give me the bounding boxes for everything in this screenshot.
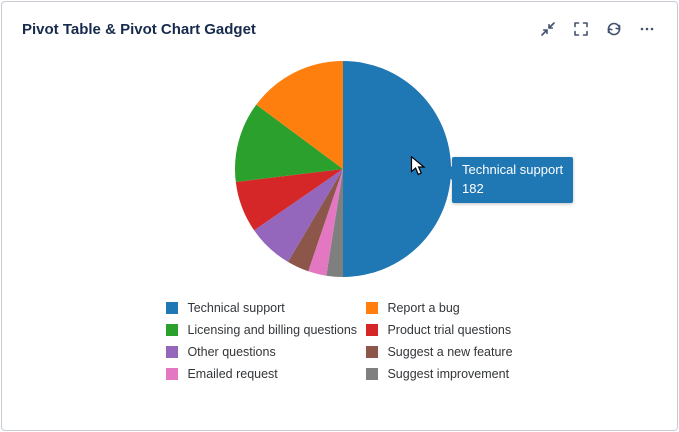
legend-label: Technical support [187,301,285,315]
legend-item-7[interactable]: Emailed request [166,367,366,381]
legend-item-4[interactable]: Product trial questions [366,323,512,337]
chart-area: Technical supportSuggest improvementEmai… [2,51,677,285]
legend-swatch [366,368,379,380]
refresh-icon [606,21,622,37]
legend-label: Report a bug [387,301,460,315]
legend-swatch [166,324,179,336]
legend-swatch [166,302,179,314]
pie-slice[interactable]: Licensing and billing questions [234,104,343,183]
legend-item-1[interactable]: Technical support [166,301,366,315]
legend-label: Licensing and billing questions [187,323,358,337]
gadget-title: Pivot Table & Pivot Chart Gadget [22,20,256,38]
legend-label: Product trial questions [387,323,512,337]
pie-slice[interactable]: Suggest a new feature [287,169,343,272]
collapse-button[interactable] [536,17,560,41]
tooltip-label: Technical support [462,162,564,177]
legend-swatch [366,302,379,314]
refresh-button[interactable] [602,17,626,41]
legend-label: Other questions [187,345,276,359]
pie-slice[interactable]: Other questions [253,169,343,262]
legend-item-5[interactable]: Other questions [166,345,366,359]
more-options-button[interactable] [635,17,659,41]
pie-slice[interactable]: Suggest improvement [325,169,343,277]
legend-swatch [166,346,179,358]
pie-slice[interactable]: Report a bug [255,61,343,169]
legend-item-2[interactable]: Report a bug [366,301,512,315]
pie-slice[interactable]: Emailed request [307,169,343,276]
gadget-header: Pivot Table & Pivot Chart Gadget [2,2,677,45]
collapse-arrows-icon [540,21,556,37]
chart-tooltip: Technical support 182 [445,157,574,203]
legend-label: Emailed request [187,367,278,381]
pie-slice[interactable]: Technical support [342,61,451,277]
fullscreen-brackets-icon [573,21,589,37]
legend-label: Suggest a new feature [387,345,513,359]
chart-legend: Technical support Report a bug Licensing a… [2,301,677,381]
tooltip-value: 182 [462,181,484,196]
tooltip-arrow [445,166,452,180]
fullscreen-button[interactable] [569,17,593,41]
legend-swatch [366,346,379,358]
gadget-actions [536,17,659,41]
pie-slice[interactable]: Product trial questions [235,169,343,231]
legend-item-8[interactable]: Suggest improvement [366,367,512,381]
legend-swatch [166,368,179,380]
legend-item-6[interactable]: Suggest a new feature [366,345,513,359]
legend-swatch [366,324,379,336]
legend-label: Suggest improvement [387,367,510,381]
pie-chart[interactable]: Technical supportSuggest improvementEmai… [234,61,451,277]
ellipsis-icon [639,21,655,37]
legend-item-3[interactable]: Licensing and billing questions [166,323,366,337]
